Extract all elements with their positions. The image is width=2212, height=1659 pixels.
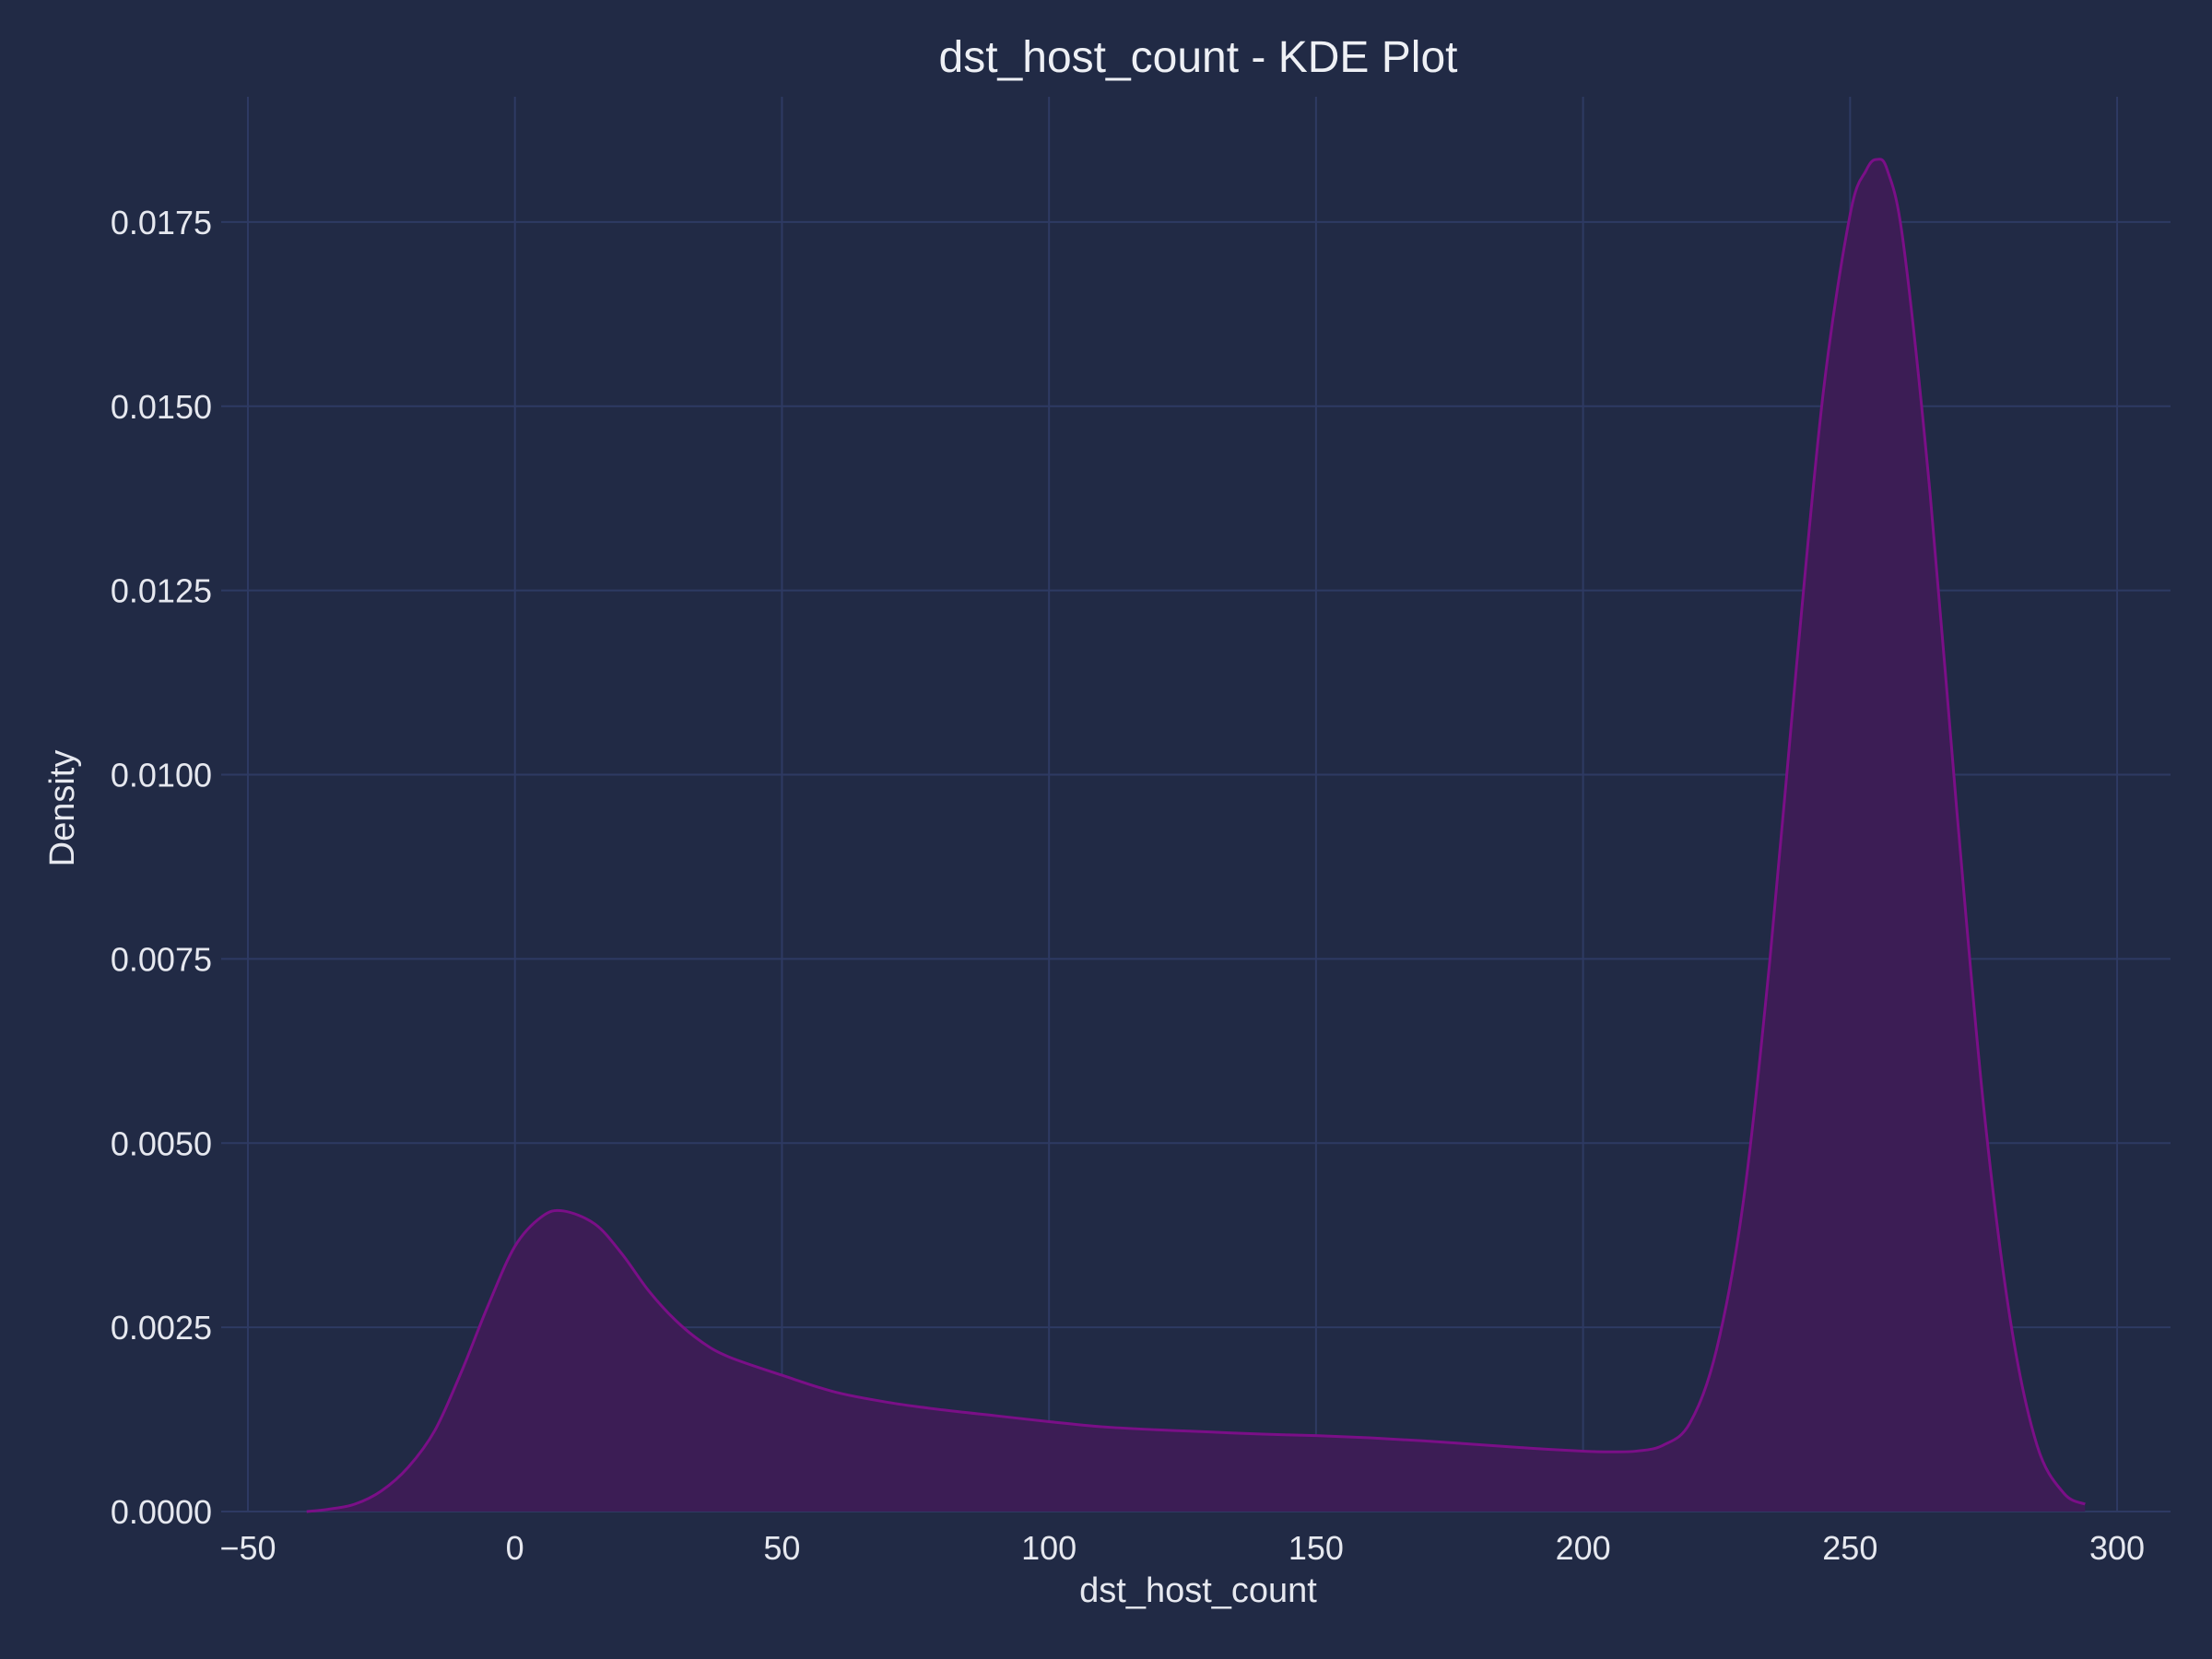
- y-tick-label: 0.0175: [111, 204, 212, 241]
- y-tick-label: 0.0100: [111, 757, 212, 794]
- y-tick-label: 0.0150: [111, 388, 212, 426]
- x-tick-label: 50: [763, 1529, 800, 1567]
- x-tick-label: 200: [1556, 1529, 1611, 1567]
- y-tick-label: 0.0125: [111, 572, 212, 610]
- x-axis-label: dst_host_count: [1079, 1571, 1317, 1610]
- x-axis-ticks: −50 0 50 100 150 200 250 300: [219, 1529, 2145, 1567]
- x-tick-label: −50: [219, 1529, 276, 1567]
- y-axis-ticks: 0.0000 0.0025 0.0050 0.0075 0.0100 0.0125 0.01…: [111, 204, 212, 1531]
- y-tick-label: 0.0050: [111, 1124, 212, 1162]
- y-axis-label: Density: [43, 750, 82, 867]
- y-tick-label: 0.0075: [111, 940, 212, 978]
- y-tick-label: 0.0000: [111, 1493, 212, 1531]
- kde-area: [306, 159, 2086, 1512]
- x-tick-label: 150: [1288, 1529, 1344, 1567]
- x-tick-label: 300: [2089, 1529, 2145, 1567]
- y-tick-label: 0.0025: [111, 1309, 212, 1347]
- chart-title: dst_host_count - KDE Plot: [939, 33, 1458, 82]
- x-tick-label: 100: [1021, 1529, 1077, 1567]
- kde-line: [306, 158, 2086, 1513]
- x-tick-label: 0: [506, 1529, 524, 1567]
- x-tick-label: 250: [1822, 1529, 1877, 1567]
